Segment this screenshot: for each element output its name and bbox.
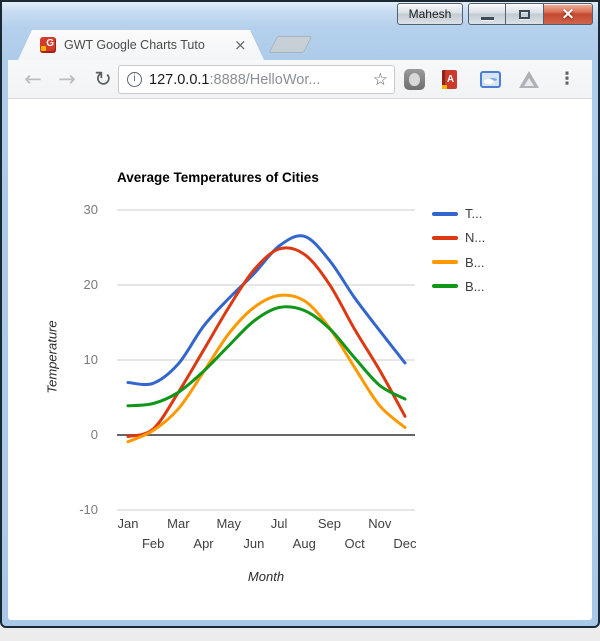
book-extension-icon: A [441, 69, 457, 89]
url-path: :8888/HelloWor... [209, 71, 321, 88]
maximize-button[interactable] [506, 3, 544, 25]
window-controls: × [468, 3, 593, 25]
url-host: 127.0.0.1 [149, 71, 210, 88]
minimize-button[interactable] [468, 3, 506, 25]
browser-window: Mahesh × G GWT Google Charts Tuto × ← → … [0, 0, 600, 628]
browser-menu-button[interactable]: ⋮ [554, 60, 580, 98]
dictionary-extension-button[interactable]: A [436, 60, 462, 98]
page-content [8, 100, 592, 620]
address-bar[interactable]: i 127.0.0.1:8888/HelloWor... ☆ [118, 65, 395, 94]
legend-label: N... [465, 230, 486, 246]
url-text: 127.0.0.1:8888/HelloWor... [149, 72, 369, 88]
reload-button[interactable]: ↻ [94, 67, 112, 91]
legend-item-2[interactable]: B... [432, 255, 485, 270]
tab-title: GWT Google Charts Tuto [64, 38, 205, 52]
minimize-icon [480, 16, 494, 20]
drive-extension-icon [519, 70, 539, 88]
mahesh-profile-button[interactable]: Mahesh [397, 3, 463, 25]
gwt-favicon-letter: G [46, 38, 54, 49]
legend-label: T... [465, 206, 483, 221]
legend-item-0[interactable]: T... [432, 206, 482, 221]
gwt-favicon-chip [41, 46, 46, 51]
photos-extension-button[interactable] [477, 60, 503, 98]
legend-item-1[interactable]: N... [432, 230, 485, 245]
legend-swatch-icon [432, 284, 458, 289]
tab-gwt-google-charts[interactable]: G GWT Google Charts Tuto × [18, 30, 264, 60]
close-icon: × [560, 4, 576, 24]
legend-label: B... [465, 278, 485, 294]
forward-button[interactable]: → [58, 67, 76, 91]
drive-extension-button[interactable] [516, 60, 542, 98]
bookmark-star-icon[interactable]: ☆ [372, 69, 388, 90]
maximize-icon [519, 9, 530, 19]
shield-extension-button[interactable] [401, 60, 427, 98]
legend-label: B... [465, 254, 485, 270]
photos-extension-icon [479, 70, 501, 88]
gwt-favicon-icon: G [40, 37, 56, 53]
legend-swatch-icon [432, 235, 458, 240]
close-button[interactable]: × [544, 3, 593, 25]
page-info-icon[interactable]: i [127, 72, 142, 87]
tab-close-icon[interactable]: × [234, 36, 247, 54]
new-tab-button[interactable] [268, 36, 313, 53]
legend-swatch-icon [432, 211, 458, 216]
legend-swatch-icon [432, 260, 458, 265]
legend-item-3[interactable]: B... [432, 279, 485, 294]
browser-toolbar: ← → ↻ i 127.0.0.1:8888/HelloWor... ☆ A ⋮ [8, 60, 592, 99]
back-button[interactable]: ← [24, 67, 42, 91]
kebab-menu-icon: ⋮ [558, 69, 576, 89]
shield-extension-icon [403, 68, 425, 90]
browser-client-area: ← → ↻ i 127.0.0.1:8888/HelloWor... ☆ A ⋮ [8, 60, 592, 620]
titlebar[interactable]: Mahesh × [2, 2, 598, 28]
